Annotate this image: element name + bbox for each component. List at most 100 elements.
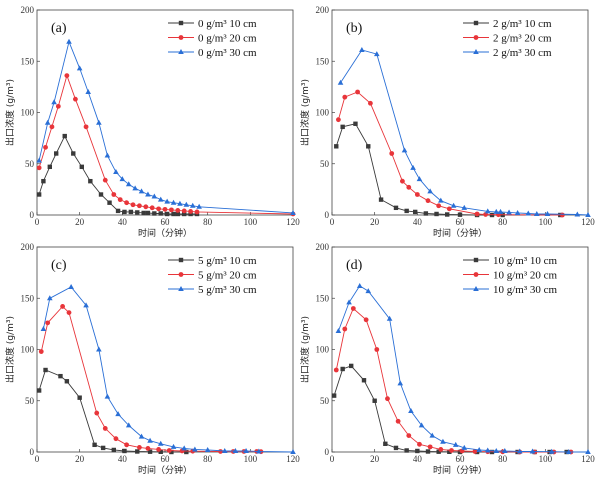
series-triangle [36, 38, 296, 215]
x-tick-label: 20 [370, 217, 380, 227]
x-tick-label: 100 [539, 454, 553, 464]
data-point-circle [149, 205, 155, 211]
data-point-circle [130, 202, 136, 208]
x-axis-label: 时间（分钟） [138, 227, 192, 239]
data-point-circle [178, 272, 184, 277]
y-tick-label: 200 [316, 242, 330, 252]
data-point-triangle [183, 201, 190, 207]
data-point-triangle [386, 315, 393, 321]
data-point-circle [94, 410, 100, 416]
data-point-triangle [68, 283, 74, 289]
y-tick-label: 50 [25, 159, 35, 169]
panel-c: 0 20 40 60 80 100 120 0 50 100 150 200 时间（分钟） 出口浓度 (g… [4, 242, 300, 476]
data-point-circle [385, 396, 390, 402]
data-point-circle [336, 117, 341, 123]
data-point-square [353, 121, 358, 126]
data-point-circle [181, 208, 187, 214]
data-point-triangle [416, 176, 423, 182]
data-point-triangle [493, 208, 500, 214]
data-point-circle [113, 436, 119, 442]
data-point-circle [414, 192, 420, 197]
series-line [335, 123, 561, 216]
data-point-triangle [85, 89, 91, 94]
data-point-triangle [476, 446, 482, 452]
data-point-triangle [408, 408, 414, 413]
legend-label: 10 g/m³ 30 cm [493, 284, 558, 296]
data-point-square [36, 192, 42, 197]
data-point-square [41, 178, 46, 184]
data-point-circle [124, 200, 129, 206]
data-point-triangle [125, 181, 132, 187]
panel-a: 0 20 40 60 80 100 120 0 50 100 150 200 时间（分钟） 出口浓度 (g… [4, 5, 300, 239]
data-point-triangle [96, 346, 102, 352]
data-point-circle [64, 73, 70, 78]
data-point-square [71, 151, 76, 156]
data-point-circle [472, 449, 478, 454]
data-point-square [349, 363, 354, 369]
data-point-circle [417, 441, 422, 447]
data-point-triangle [181, 445, 187, 451]
series-line [337, 285, 588, 453]
y-tick-label: 100 [21, 108, 35, 118]
y-tick-label: 50 [320, 159, 330, 169]
data-point-triangle [243, 447, 249, 453]
legend-entry: 2 g/m³ 30 cm [463, 47, 552, 59]
data-point-circle [36, 165, 42, 171]
data-point-circle [175, 207, 181, 213]
data-point-triangle [104, 393, 111, 399]
x-tick-label: 120 [286, 217, 300, 227]
data-point-triangle [473, 49, 479, 54]
x-tick-label: 120 [286, 454, 300, 464]
data-point-triangle [429, 432, 436, 438]
data-point-square [64, 379, 70, 384]
data-point-triangle [290, 449, 296, 454]
y-tick-label: 150 [21, 293, 35, 303]
data-point-square [434, 211, 439, 217]
x-tick-label: 60 [161, 454, 171, 464]
data-point-square [457, 212, 463, 217]
series-square [36, 367, 189, 455]
legend-label: 10 g/m³ 20 cm [493, 270, 558, 282]
series-line [333, 365, 567, 453]
data-point-triangle [170, 199, 177, 205]
data-point-triangle [157, 196, 164, 202]
y-axis-label: 出口浓度 (g/m³) [299, 79, 311, 146]
data-point-triangle [346, 299, 352, 305]
data-point-triangle [525, 210, 532, 216]
data-point-triangle [76, 65, 83, 71]
x-tick-label: 120 [581, 454, 595, 464]
legend-entry: 0 g/m³ 30 cm [168, 47, 257, 59]
data-point-square [182, 211, 187, 217]
data-point-square [62, 133, 67, 139]
data-point-square [175, 211, 180, 217]
data-point-square [393, 445, 399, 451]
data-point-square [111, 447, 116, 453]
data-point-square [141, 210, 146, 216]
data-point-square [100, 445, 106, 451]
data-point-square [366, 144, 371, 149]
data-point-triangle [440, 438, 446, 444]
data-point-square [361, 378, 367, 383]
data-point-triangle [138, 188, 145, 194]
series-triangle [335, 282, 591, 454]
data-point-square [331, 393, 337, 398]
legend-label: 0 g/m³ 10 cm [198, 18, 257, 30]
data-point-square [188, 211, 193, 217]
y-tick-label: 100 [316, 345, 330, 355]
data-point-square [135, 449, 140, 454]
x-tick-label: 60 [161, 217, 171, 227]
data-point-triangle [484, 208, 491, 214]
data-point-triangle [157, 440, 164, 446]
data-point-triangle [514, 209, 521, 215]
y-tick-label: 0 [325, 210, 330, 220]
y-tick-label: 150 [316, 56, 330, 66]
legend-label: 0 g/m³ 30 cm [198, 47, 257, 59]
data-point-square [77, 395, 82, 400]
data-point-triangle [401, 147, 408, 153]
legend-entry: 2 g/m³ 20 cm [463, 33, 552, 45]
data-point-square [169, 449, 174, 455]
data-point-circle [156, 447, 162, 452]
legend-label: 5 g/m³ 10 cm [198, 255, 257, 267]
data-point-triangle [397, 380, 404, 386]
